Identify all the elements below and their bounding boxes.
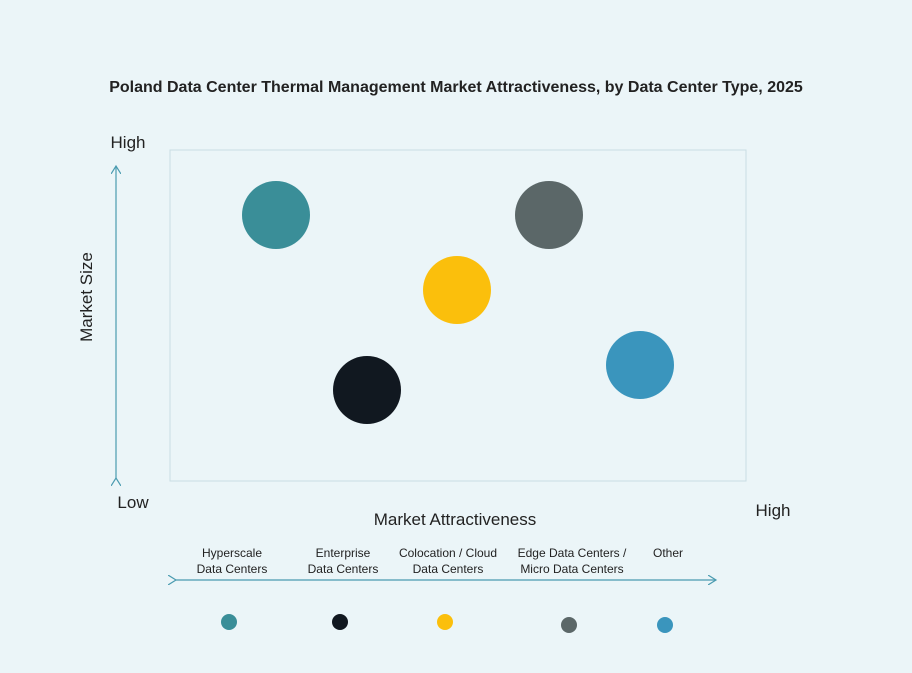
legend-label: Other [653,546,683,560]
bubble [333,356,401,424]
y-high: High [111,133,146,152]
legend-dot [657,617,673,633]
y-low: Low [117,493,149,512]
bubble [606,331,674,399]
title: Poland Data Center Thermal Management Ma… [109,79,803,96]
plot-frame [169,149,747,482]
legend-dot [221,614,237,630]
legend-label: Data Centers [197,562,268,576]
legend: Hyperscale Data Centers Enterprise Data Cen… [197,546,683,633]
legend-label: Colocation / Cloud [399,546,497,560]
legend-label: Micro Data Centers [520,562,623,576]
bubble [515,181,583,249]
legend-label: Enterprise [316,546,371,560]
x-high: High [756,501,791,520]
legend-dot [332,614,348,630]
legend-dot [561,617,577,633]
x-axis-label: Market Attractiveness [374,510,537,529]
bubble [423,256,491,324]
legend-label: Data Centers [413,562,484,576]
legend-label: Edge Data Centers / [518,546,627,560]
y-axis-label: Market Size [77,252,96,342]
legend-dot [437,614,453,630]
legend-label: Data Centers [308,562,379,576]
legend-label: Hyperscale [202,546,262,560]
bubble [242,181,310,249]
